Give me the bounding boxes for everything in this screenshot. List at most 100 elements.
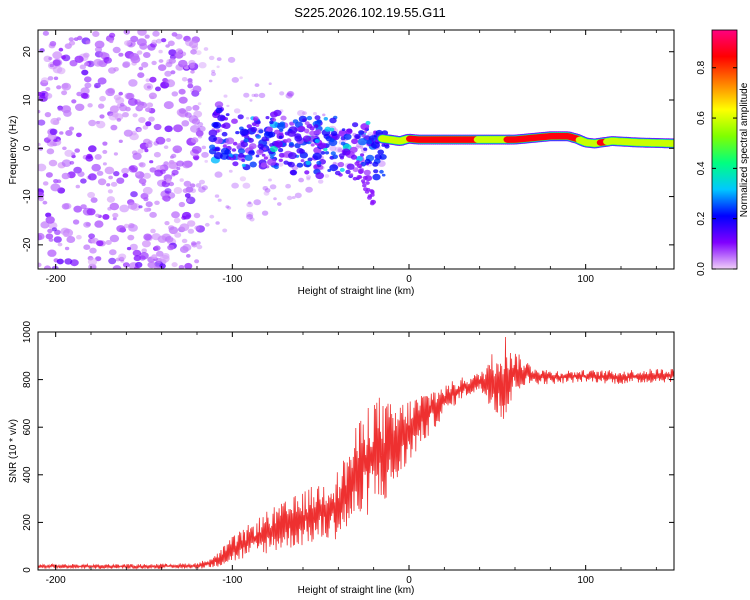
noise-blob — [156, 250, 164, 257]
noise-blob — [175, 33, 183, 40]
noise-blob — [191, 137, 199, 144]
noise-blob — [99, 51, 107, 58]
noise-blob — [305, 186, 313, 193]
signal-blob — [297, 125, 306, 132]
signal-blob — [316, 160, 322, 165]
noise-blob — [68, 37, 75, 42]
noise-blob — [165, 61, 173, 68]
noise-blob — [123, 223, 130, 229]
signal-blob — [314, 139, 320, 143]
signal-blob — [223, 117, 228, 121]
x-tick-label: -200 — [46, 575, 66, 586]
y-tick-label: 600 — [22, 418, 33, 435]
noise-blob — [192, 120, 198, 125]
noise-blob — [53, 236, 62, 243]
noise-blob — [143, 52, 151, 58]
noise-blob — [163, 145, 169, 149]
noise-blob — [133, 255, 141, 262]
noise-blob — [166, 138, 171, 142]
noise-blob — [261, 210, 269, 216]
noise-blob — [179, 223, 190, 232]
noise-blob — [182, 243, 192, 252]
signal-blob — [246, 124, 252, 129]
noise-blob — [99, 114, 105, 119]
noise-blob — [294, 192, 302, 199]
noise-blob — [76, 132, 82, 138]
x-tick-label: -100 — [222, 274, 242, 285]
noise-blob — [178, 201, 186, 208]
noise-blob — [145, 142, 153, 148]
noise-blob — [102, 162, 107, 166]
noise-blob — [108, 67, 116, 74]
noise-blob — [249, 99, 253, 102]
noise-blob — [203, 47, 209, 51]
noise-blob — [155, 136, 166, 145]
noise-blob — [128, 224, 138, 232]
noise-blob — [187, 220, 196, 227]
noise-blob — [247, 201, 252, 205]
noise-blob — [49, 128, 58, 135]
noise-blob — [268, 82, 272, 85]
noise-blob — [204, 222, 210, 227]
noise-blob — [322, 113, 326, 117]
noise-blob — [80, 92, 89, 99]
snr-x-ticks: -200 -100 0 100 — [46, 332, 657, 586]
noise-blob — [109, 234, 120, 243]
noise-blob — [104, 166, 115, 175]
noise-blob — [143, 83, 154, 91]
signal-blob — [341, 128, 346, 132]
noise-blob — [141, 240, 151, 248]
noise-blob — [145, 121, 152, 127]
noise-blob — [96, 240, 104, 247]
signal-blob — [313, 124, 319, 129]
noise-blob — [195, 50, 202, 56]
noise-blob — [164, 188, 172, 194]
signal-blob — [369, 193, 375, 197]
noise-blob — [168, 226, 179, 235]
signal-blob — [330, 130, 338, 136]
signal-blob — [370, 199, 377, 205]
noise-blob — [190, 124, 200, 133]
signal-blob — [273, 129, 281, 135]
noise-blob — [287, 91, 294, 97]
noise-blob — [152, 30, 160, 37]
signal-blob — [250, 126, 258, 133]
signal-blob — [231, 118, 238, 124]
noise-blob — [197, 135, 203, 139]
noise-blob — [337, 148, 343, 153]
signal-blob — [255, 120, 261, 125]
noise-blob — [324, 174, 330, 178]
noise-blob — [181, 120, 190, 127]
signal-blob — [283, 160, 289, 165]
noise-blob — [298, 177, 304, 183]
signal-blob — [255, 134, 261, 139]
noise-blob — [138, 66, 144, 71]
noise-blob — [77, 35, 83, 41]
noise-blob — [228, 169, 233, 173]
signal-blob — [244, 154, 253, 161]
noise-blob — [128, 202, 138, 210]
noise-blob — [197, 102, 202, 106]
noise-blob — [108, 175, 113, 180]
colorbar-label: Normalized spectral amplitude — [739, 82, 750, 217]
noise-blob — [181, 160, 192, 169]
noise-blob — [160, 38, 167, 43]
noise-blob — [179, 178, 184, 182]
signal-blob — [228, 153, 233, 157]
colorbar-tick-label: 0.6 — [696, 111, 707, 125]
y-tick-label: -20 — [22, 237, 33, 252]
spectrogram-marks — [38, 30, 674, 269]
signal-blob — [209, 144, 216, 150]
signal-blob — [312, 152, 322, 160]
noise-blob — [359, 145, 364, 149]
signal-blob — [271, 117, 277, 122]
noise-blob — [124, 40, 131, 46]
noise-blob — [159, 254, 170, 263]
signal-blob — [256, 149, 264, 156]
signal-blob — [352, 176, 358, 181]
noise-blob — [268, 178, 272, 182]
noise-blob — [96, 120, 106, 129]
noise-blob — [80, 87, 90, 95]
noise-blob — [65, 130, 73, 136]
noise-blob — [201, 145, 206, 150]
